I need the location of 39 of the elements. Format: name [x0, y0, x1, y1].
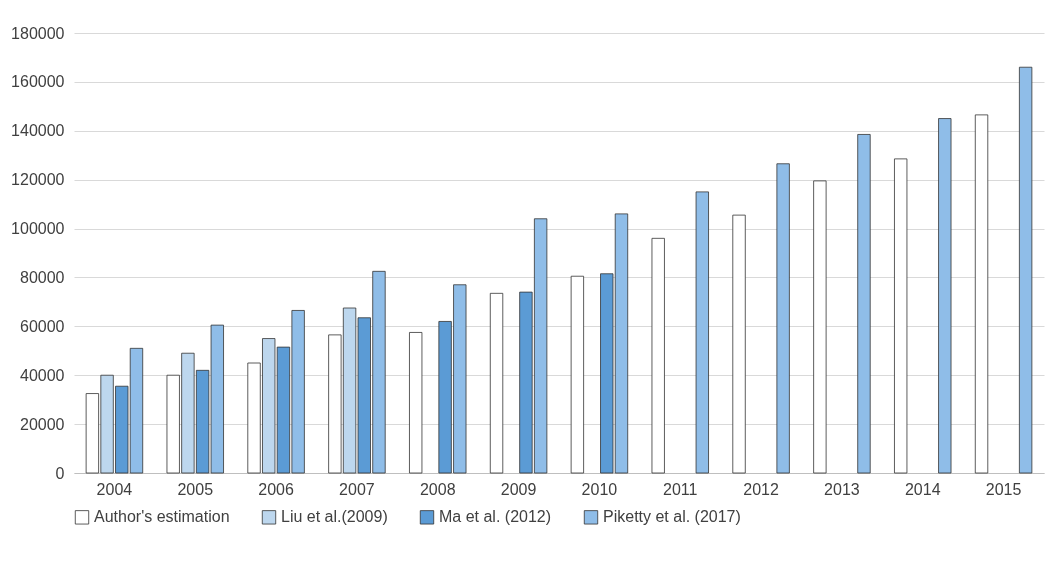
legend-label: Author's estimation: [94, 508, 230, 526]
x-tick-label: 2010: [581, 480, 618, 498]
x-tick-label: 2005: [177, 480, 214, 498]
bar: [409, 332, 423, 474]
y-tick-label: 0: [55, 464, 65, 482]
bar: [732, 214, 746, 474]
x-tick-label: 2011: [663, 480, 698, 498]
bar: [974, 114, 989, 474]
y-tick-label: 160000: [11, 73, 65, 91]
y-tick-label: 40000: [20, 366, 65, 384]
legend-label: Piketty et al. (2017): [603, 508, 741, 526]
x-tick-label: 2014: [904, 480, 941, 498]
x-tick-label: 2006: [258, 480, 294, 498]
x-tick-label: 2009: [500, 480, 537, 498]
bar: [695, 191, 709, 474]
bar: [651, 237, 665, 474]
y-tick-label: 140000: [11, 122, 65, 140]
bar: [570, 275, 585, 474]
x-tick-label: 2007: [339, 480, 375, 498]
y-tick-label: 60000: [20, 317, 65, 335]
legend-label: Liu et al.(2009): [281, 508, 388, 526]
y-tick-label: 80000: [20, 268, 65, 286]
x-tick-label: 2008: [419, 480, 456, 498]
bar: [489, 292, 504, 474]
bar: [894, 158, 908, 474]
x-tick-label: 2013: [824, 480, 860, 498]
bar: [776, 163, 790, 474]
x-tick-label: 2015: [985, 480, 1022, 498]
bar: [1018, 66, 1033, 474]
bar: [938, 118, 952, 474]
x-tick-label: 2004: [96, 480, 133, 498]
legend-label: Ma et al. (2012): [439, 508, 552, 526]
y-tick-label: 20000: [20, 415, 65, 433]
bar: [813, 180, 827, 474]
x-tick-label: 2012: [743, 480, 779, 498]
bar: [857, 134, 871, 474]
y-tick-label: 120000: [11, 171, 65, 189]
y-tick-label: 180000: [11, 24, 65, 42]
y-tick-label: 100000: [11, 220, 65, 238]
